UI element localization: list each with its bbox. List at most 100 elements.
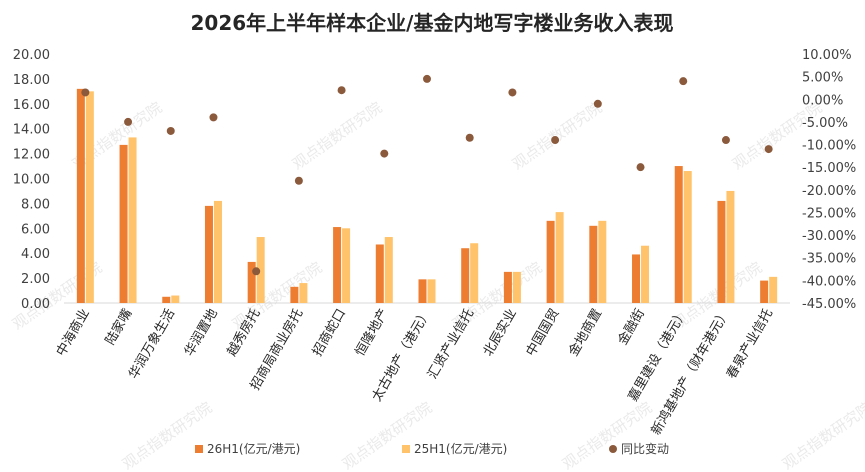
y-right-tick-label: 0.00%: [802, 93, 843, 108]
bar-26h1: [418, 279, 427, 303]
category-label: 华润万象生活: [126, 307, 178, 382]
legend-swatch: [609, 445, 617, 453]
category-label: 华润置地: [182, 307, 221, 360]
category-label: 中海商业: [54, 307, 93, 360]
y-left-tick-label: 2.00: [21, 272, 50, 287]
bar-26h1: [247, 261, 256, 303]
yoy-change-point: [636, 163, 645, 172]
watermark-text: 观点指数研究院: [509, 98, 605, 173]
bar-25h1: [384, 237, 393, 303]
scatter-series: [81, 74, 773, 276]
yoy-change-point: [166, 126, 175, 135]
bar-25h1: [85, 91, 94, 303]
category-label: 金融街: [615, 306, 648, 348]
bar-25h1: [299, 283, 308, 303]
yoy-change-point: [465, 133, 474, 142]
yoy-change-point: [294, 176, 303, 185]
y-right-tick-label: -10.00%: [802, 139, 856, 154]
bar-25h1: [641, 245, 650, 303]
y-right-tick-label: -35.00%: [802, 252, 856, 267]
bar-26h1: [333, 227, 342, 303]
bar-26h1: [162, 296, 171, 303]
left-axis: 0.00 2.00 4.00 6.00 8.00 10.00 12.00 14.00 16.00…: [13, 48, 50, 312]
bar-25h1: [598, 220, 607, 303]
yoy-change-point: [252, 267, 261, 276]
legend-label: 同比变动: [621, 441, 669, 456]
watermark-text: 观点指数研究院: [289, 98, 385, 173]
yoy-change-point: [679, 77, 688, 86]
bar-26h1: [461, 248, 470, 303]
bar-26h1: [589, 225, 598, 303]
y-right-tick-label: 5.00%: [802, 71, 843, 86]
bar-26h1: [76, 88, 85, 303]
yoy-change-point: [209, 113, 218, 122]
bar-26h1: [375, 244, 384, 303]
y-left-tick-label: 18.00: [13, 73, 50, 88]
yoy-change-point: [380, 149, 389, 158]
bar-26h1: [204, 205, 213, 303]
bar-25h1: [171, 295, 180, 303]
bar-26h1: [760, 280, 769, 303]
y-left-tick-label: 6.00: [21, 222, 50, 237]
y-left-tick-label: 10.00: [13, 173, 50, 188]
bar-26h1: [632, 254, 641, 303]
bar-25h1: [512, 271, 521, 303]
yoy-change-point: [721, 136, 730, 145]
y-right-tick-label: -40.00%: [802, 274, 856, 289]
y-left-tick-label: 16.00: [13, 98, 50, 113]
bar-25h1: [726, 190, 735, 303]
y-left-tick-label: 12.00: [13, 148, 50, 163]
y-right-tick-label: -20.00%: [802, 184, 856, 199]
watermark-text: 观点指数研究院: [559, 398, 655, 472]
watermark-text: 观点指数研究院: [339, 398, 435, 472]
yoy-change-point: [551, 136, 560, 145]
bar-26h1: [674, 166, 683, 303]
bar-25h1: [213, 200, 222, 303]
legend-swatch: [402, 445, 410, 453]
category-label: 招商蛇口: [310, 307, 349, 360]
bar-series: [76, 88, 778, 303]
y-left-tick-label: 4.00: [21, 247, 50, 262]
yoy-change-point: [764, 145, 773, 154]
yoy-change-point: [423, 74, 431, 83]
bar-25h1: [769, 276, 778, 303]
y-right-tick-label: -25.00%: [802, 206, 856, 221]
bar-25h1: [342, 228, 351, 303]
legend: 26H1(亿元/港元) 25H1(亿元/港元) 同比变动: [195, 441, 669, 456]
bar-26h1: [717, 200, 726, 303]
y-left-tick-label: 14.00: [13, 123, 50, 138]
right-axis: -45.00% -40.00% -35.00% -30.00% -25.00% -20.0…: [802, 48, 856, 312]
bar-25h1: [555, 212, 564, 303]
legend-label: 25H1(亿元/港元): [414, 441, 507, 456]
yoy-change-point: [337, 86, 346, 95]
yoy-change-point: [593, 99, 602, 108]
legend-swatch: [195, 445, 203, 453]
bar-25h1: [683, 171, 692, 303]
y-right-tick-label: -30.00%: [802, 229, 856, 244]
category-label: 北辰实业: [481, 307, 520, 360]
y-right-tick-label: 10.00%: [802, 48, 852, 63]
chart-title: 2026年上半年样本企业/基金内地写字楼业务收入表现: [191, 11, 674, 35]
yoy-change-point: [508, 88, 517, 97]
yoy-change-point: [124, 117, 133, 126]
category-label: 陆家嘴: [102, 306, 135, 348]
y-left-tick-label: 8.00: [21, 197, 50, 212]
bar-25h1: [128, 137, 137, 303]
y-left-tick-label: 20.00: [13, 48, 50, 63]
bar-25h1: [427, 279, 436, 303]
y-right-tick-label: -45.00%: [802, 297, 856, 312]
watermark-text: 观点指数研究院: [119, 398, 215, 472]
bar-26h1: [546, 220, 555, 303]
bar-26h1: [290, 286, 299, 303]
category-label: 中国国贸: [524, 307, 563, 360]
yoy-change-point: [81, 88, 90, 97]
watermark-text: 观点指数研究院: [779, 398, 865, 472]
y-right-tick-label: -15.00%: [802, 161, 856, 176]
category-label: 新鸿基地产（财年港元）: [648, 306, 733, 438]
bar-25h1: [256, 237, 265, 303]
y-left-tick-label: 0.00: [21, 297, 50, 312]
bar-26h1: [503, 271, 512, 303]
